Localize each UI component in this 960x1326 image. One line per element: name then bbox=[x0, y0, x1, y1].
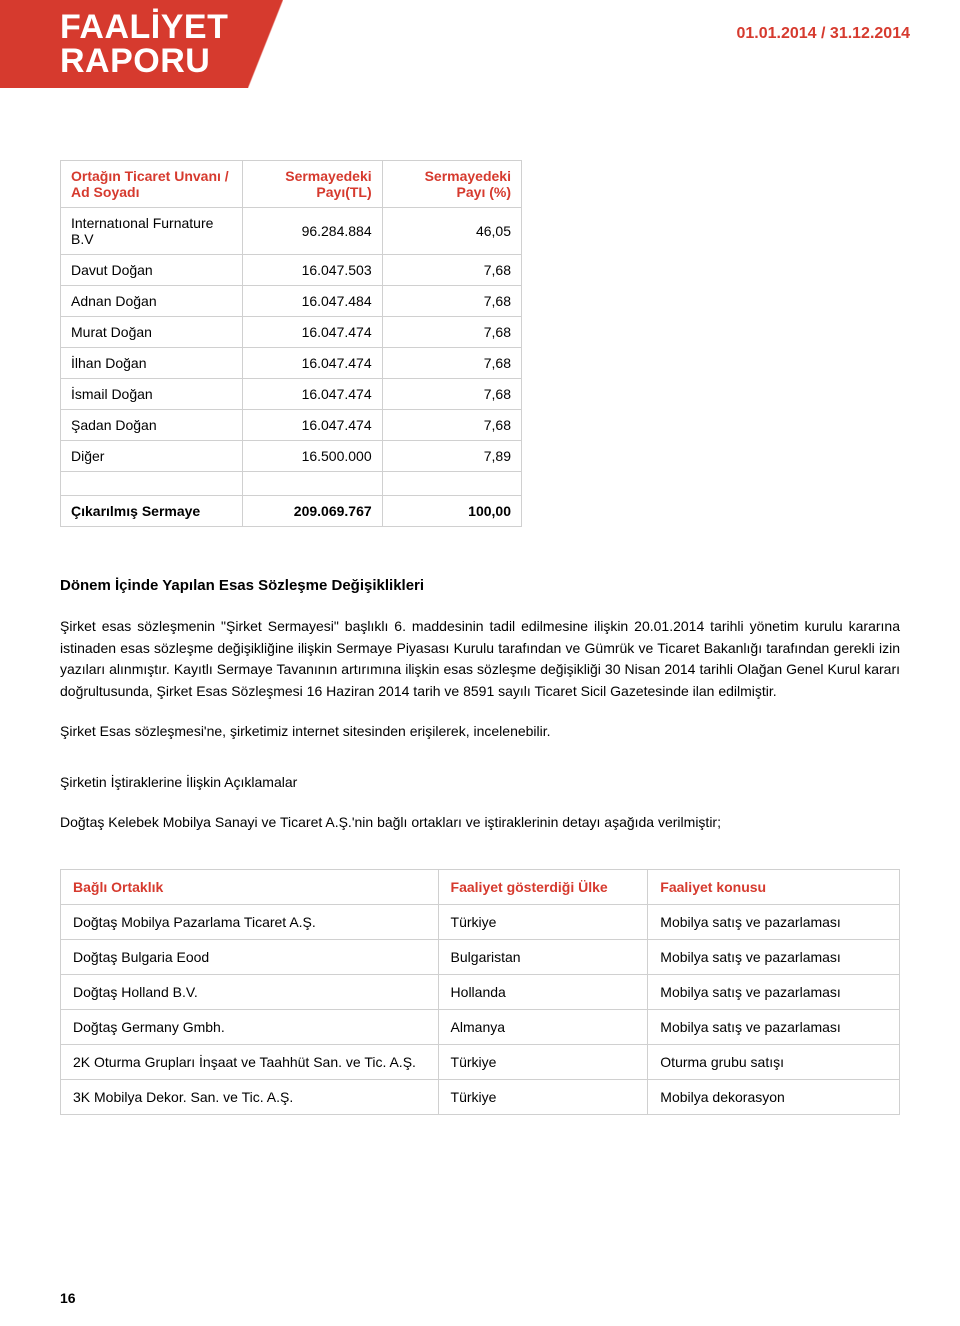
table-row: Doğtaş Germany Gmbh.AlmanyaMobilya satış… bbox=[61, 1009, 900, 1044]
cell-name: İsmail Doğan bbox=[61, 379, 243, 410]
body-paragraph: Şirket Esas sözleşmesi'ne, şirketimiz in… bbox=[60, 721, 900, 743]
cell-pct: 7,68 bbox=[382, 286, 521, 317]
col-activity: Faaliyet konusu bbox=[648, 869, 900, 904]
body-paragraph: Şirketin İştiraklerine İlişkin Açıklamal… bbox=[60, 772, 900, 794]
col-country: Faaliyet gösterdiği Ülke bbox=[438, 869, 648, 904]
cell-name: Murat Doğan bbox=[61, 317, 243, 348]
table-row: Doğtaş Mobilya Pazarlama Ticaret A.Ş.Tür… bbox=[61, 904, 900, 939]
table-header-row: Bağlı Ortaklık Faaliyet gösterdiği Ülke … bbox=[61, 869, 900, 904]
cell-country: Hollanda bbox=[438, 974, 648, 1009]
cell-tl: 16.500.000 bbox=[242, 441, 382, 472]
date-range: 01.01.2014 / 31.12.2014 bbox=[737, 25, 911, 43]
table-row: Internatıonal Furnature B.V96.284.88446,… bbox=[61, 208, 522, 255]
table-row: Şadan Doğan16.047.4747,68 bbox=[61, 410, 522, 441]
table-row: Doğtaş Bulgaria EoodBulgaristanMobilya s… bbox=[61, 939, 900, 974]
col-pct: Sermayedeki Payı (%) bbox=[382, 161, 521, 208]
footer-pct: 100,00 bbox=[382, 496, 521, 527]
table-row: 3K Mobilya Dekor. San. ve Tic. A.Ş.Türki… bbox=[61, 1079, 900, 1114]
table-row: Murat Doğan16.047.4747,68 bbox=[61, 317, 522, 348]
cell-name: 3K Mobilya Dekor. San. ve Tic. A.Ş. bbox=[61, 1079, 439, 1114]
table-footer-row: Çıkarılmış Sermaye 209.069.767 100,00 bbox=[61, 496, 522, 527]
cell-name: Davut Doğan bbox=[61, 255, 243, 286]
cell-name: Şadan Doğan bbox=[61, 410, 243, 441]
footer-name: Çıkarılmış Sermaye bbox=[61, 496, 243, 527]
cell-name: Internatıonal Furnature B.V bbox=[61, 208, 243, 255]
cell-tl: 16.047.474 bbox=[242, 379, 382, 410]
cell-tl: 16.047.474 bbox=[242, 348, 382, 379]
report-header: FAALİYET RAPORU 01.01.2014 / 31.12.2014 bbox=[0, 0, 960, 120]
cell-name: Adnan Doğan bbox=[61, 286, 243, 317]
cell-name: Doğtaş Mobilya Pazarlama Ticaret A.Ş. bbox=[61, 904, 439, 939]
cell-name: 2K Oturma Grupları İnşaat ve Taahhüt San… bbox=[61, 1044, 439, 1079]
section-heading: Dönem İçinde Yapılan Esas Sözleşme Değiş… bbox=[60, 577, 900, 594]
col-name: Ortağın Ticaret Unvanı / Ad Soyadı bbox=[61, 161, 243, 208]
footer-tl: 209.069.767 bbox=[242, 496, 382, 527]
cell-tl: 16.047.484 bbox=[242, 286, 382, 317]
cell-pct: 7,68 bbox=[382, 255, 521, 286]
cell-pct: 7,68 bbox=[382, 379, 521, 410]
subsidiary-table: Bağlı Ortaklık Faaliyet gösterdiği Ülke … bbox=[60, 869, 900, 1115]
table-row: Adnan Doğan16.047.4847,68 bbox=[61, 286, 522, 317]
table-row: Davut Doğan16.047.5037,68 bbox=[61, 255, 522, 286]
cell-name: Doğtaş Holland B.V. bbox=[61, 974, 439, 1009]
table-row: Diğer16.500.0007,89 bbox=[61, 441, 522, 472]
body-paragraph: Doğtaş Kelebek Mobilya Sanayi ve Ticaret… bbox=[60, 812, 900, 834]
body-paragraph: Şirket esas sözleşmenin "Şirket Sermayes… bbox=[60, 616, 900, 703]
cell-activity: Oturma grubu satışı bbox=[648, 1044, 900, 1079]
cell-country: Türkiye bbox=[438, 1079, 648, 1114]
cell-country: Türkiye bbox=[438, 904, 648, 939]
page-content: Ortağın Ticaret Unvanı / Ad Soyadı Serma… bbox=[0, 120, 960, 1135]
page-number: 16 bbox=[60, 1290, 76, 1306]
cell-name: Diğer bbox=[61, 441, 243, 472]
cell-tl: 16.047.474 bbox=[242, 317, 382, 348]
cell-tl: 16.047.503 bbox=[242, 255, 382, 286]
table-header-row: Ortağın Ticaret Unvanı / Ad Soyadı Serma… bbox=[61, 161, 522, 208]
cell-name: Doğtaş Bulgaria Eood bbox=[61, 939, 439, 974]
cell-country: Bulgaristan bbox=[438, 939, 648, 974]
table-row: Doğtaş Holland B.V.HollandaMobilya satış… bbox=[61, 974, 900, 1009]
empty-row bbox=[61, 472, 522, 496]
cell-tl: 96.284.884 bbox=[242, 208, 382, 255]
table-row: İsmail Doğan16.047.4747,68 bbox=[61, 379, 522, 410]
cell-activity: Mobilya satış ve pazarlaması bbox=[648, 1009, 900, 1044]
cell-tl: 16.047.474 bbox=[242, 410, 382, 441]
table-row: İlhan Doğan16.047.4747,68 bbox=[61, 348, 522, 379]
cell-pct: 46,05 bbox=[382, 208, 521, 255]
col-tl: Sermayedeki Payı(TL) bbox=[242, 161, 382, 208]
cell-name: Doğtaş Germany Gmbh. bbox=[61, 1009, 439, 1044]
title-line-1: FAALİYET bbox=[60, 10, 228, 44]
cell-country: Türkiye bbox=[438, 1044, 648, 1079]
col-name: Bağlı Ortaklık bbox=[61, 869, 439, 904]
cell-activity: Mobilya dekorasyon bbox=[648, 1079, 900, 1114]
cell-activity: Mobilya satış ve pazarlaması bbox=[648, 974, 900, 1009]
shareholders-table: Ortağın Ticaret Unvanı / Ad Soyadı Serma… bbox=[60, 160, 522, 527]
table-row: 2K Oturma Grupları İnşaat ve Taahhüt San… bbox=[61, 1044, 900, 1079]
title-line-2: RAPORU bbox=[60, 44, 228, 78]
cell-pct: 7,68 bbox=[382, 410, 521, 441]
cell-name: İlhan Doğan bbox=[61, 348, 243, 379]
cell-country: Almanya bbox=[438, 1009, 648, 1044]
cell-pct: 7,89 bbox=[382, 441, 521, 472]
cell-pct: 7,68 bbox=[382, 317, 521, 348]
report-title-banner: FAALİYET RAPORU bbox=[0, 0, 248, 88]
cell-activity: Mobilya satış ve pazarlaması bbox=[648, 904, 900, 939]
cell-activity: Mobilya satış ve pazarlaması bbox=[648, 939, 900, 974]
cell-pct: 7,68 bbox=[382, 348, 521, 379]
